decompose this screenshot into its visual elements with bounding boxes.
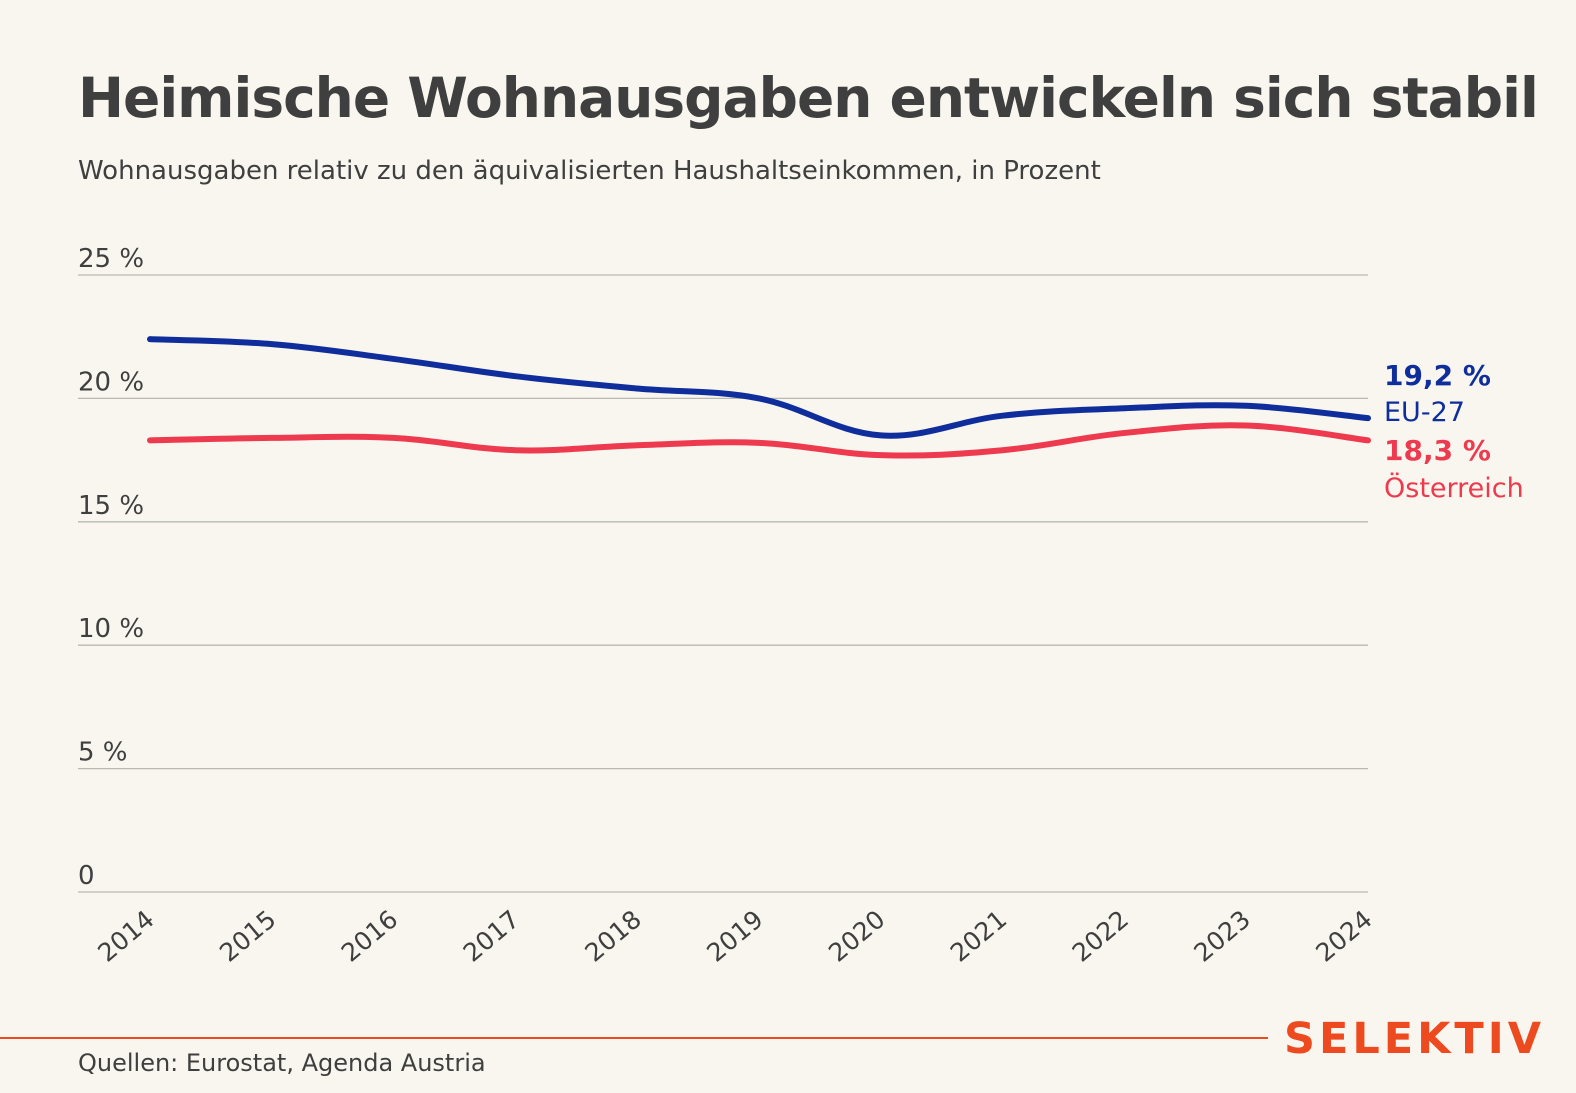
x-tick-label: 2020 [823, 904, 890, 967]
y-tick-label: 0 [78, 861, 95, 891]
source-note: Quellen: Eurostat, Agenda Austria [78, 1049, 486, 1077]
x-tick-label: 2016 [336, 904, 403, 967]
series-line-eu27 [147, 336, 1371, 439]
y-tick-label: 25 % [78, 244, 144, 274]
x-axis-ticks: 2014 2015 2016 2017 2018 2019 2020 2021 2022 2023… [92, 904, 1377, 967]
y-tick-label: 20 % [78, 367, 144, 397]
grid-lines [78, 274, 1368, 893]
x-tick-label: 2021 [945, 904, 1012, 967]
series-lines [147, 336, 1371, 459]
x-tick-label: 2014 [92, 904, 159, 967]
series-name-label: Österreich [1384, 472, 1524, 504]
x-tick-label: 2024 [1310, 904, 1377, 967]
line-chart: 05 %10 %15 %20 %25 % 2014 2015 2016 2017 201… [78, 244, 1524, 968]
brand-logo: SELEKTIV [1284, 1014, 1546, 1064]
y-tick-label: 5 % [78, 738, 128, 768]
x-tick-label: 2015 [214, 904, 281, 967]
y-tick-label: 10 % [78, 614, 144, 644]
x-tick-label: 2022 [1067, 904, 1134, 967]
footer-divider [0, 1037, 1268, 1039]
series-end-labels: 19,2 % EU-27 18,3 % Österreich [1384, 359, 1524, 504]
series-line-oesterreich [147, 422, 1371, 459]
x-tick-label: 2023 [1189, 904, 1256, 967]
series-name-label: EU-27 [1384, 397, 1465, 428]
y-tick-label: 15 % [78, 491, 144, 521]
x-tick-label: 2017 [458, 904, 525, 967]
chart-title: Heimische Wohnausgaben entwickeln sich s… [78, 66, 1539, 130]
x-tick-label: 2018 [580, 904, 647, 967]
chart-subtitle: Wohnausgaben relativ zu den äquivalisier… [78, 156, 1101, 186]
series-end-value: 19,2 % [1384, 359, 1491, 392]
x-tick-label: 2019 [701, 904, 768, 967]
series-end-value: 18,3 % [1384, 434, 1491, 467]
y-axis-ticks: 0 5 % 10 % 15 % 20 % 25 % [78, 244, 144, 891]
